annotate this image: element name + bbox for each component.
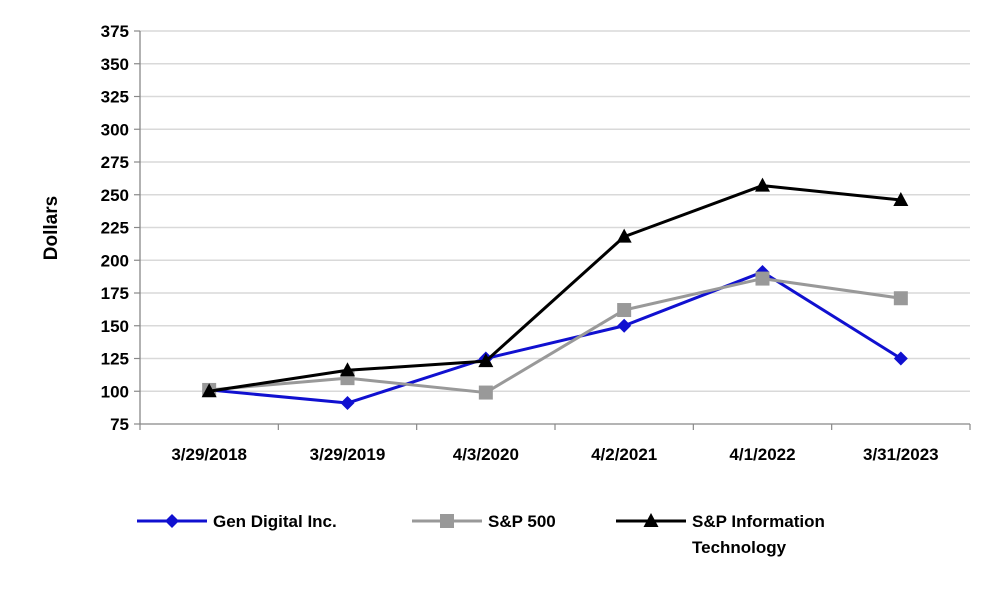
legend-marker xyxy=(440,514,454,528)
data-point xyxy=(893,191,909,206)
data-point xyxy=(617,303,632,318)
data-point xyxy=(478,385,493,400)
series-line xyxy=(209,270,902,405)
data-point xyxy=(893,291,908,306)
y-tick-label: 300 xyxy=(101,120,129,139)
legend: Gen Digital Inc. S&P 500 S&P Information Te… xyxy=(137,512,825,557)
legend-marker xyxy=(643,513,659,527)
data-point xyxy=(616,228,632,243)
y-tick-label: 175 xyxy=(101,284,129,303)
series-line xyxy=(209,277,902,395)
y-tick-label: 200 xyxy=(101,251,129,270)
y-tick-label: 250 xyxy=(101,186,129,205)
y-tick-labels: 75 100 125 150 175 200 225 250 275 300 325 350 375 xyxy=(101,22,129,434)
y-tick-label: 75 xyxy=(110,415,129,434)
data-point xyxy=(478,353,494,368)
x-tick-label: 3/31/2023 xyxy=(863,445,939,464)
data-point xyxy=(340,362,355,377)
legend-item: Gen Digital Inc. xyxy=(137,512,337,531)
y-tick-label: 350 xyxy=(101,55,129,74)
y-tick-label: 225 xyxy=(101,219,129,238)
y-tick-label: 125 xyxy=(101,350,129,369)
data-point xyxy=(340,396,355,411)
legend-label: Technology xyxy=(692,538,787,557)
axes xyxy=(134,30,971,430)
grid-lines xyxy=(140,30,970,392)
y-tick-label: 375 xyxy=(101,22,129,41)
series-3 xyxy=(201,177,909,398)
series-2 xyxy=(202,271,908,400)
legend-marker xyxy=(165,514,179,528)
legend-label: Gen Digital Inc. xyxy=(213,512,337,531)
data-point xyxy=(201,383,217,398)
series-1 xyxy=(202,265,908,411)
y-tick-label: 325 xyxy=(101,88,129,107)
data-point xyxy=(617,318,632,333)
legend-item: S&P Information Technology xyxy=(616,512,825,557)
y-tick-label: 150 xyxy=(101,317,129,336)
x-tick-label: 4/1/2022 xyxy=(729,445,795,464)
x-tick-label: 3/29/2019 xyxy=(310,445,386,464)
y-axis-label: Dollars xyxy=(41,196,62,260)
data-point xyxy=(893,351,908,366)
x-tick-label: 4/3/2020 xyxy=(453,445,519,464)
y-tick-label: 100 xyxy=(101,382,129,401)
series-lines xyxy=(201,177,909,411)
data-point xyxy=(755,177,770,192)
legend-item: S&P 500 xyxy=(412,512,556,531)
x-tick-label: 3/29/2018 xyxy=(171,445,247,464)
legend-label: S&P 500 xyxy=(488,512,556,531)
x-tick-labels: 3/29/2018 3/29/2019 4/3/2020 4/2/2021 4/1/20… xyxy=(171,445,938,464)
legend-label: S&P Information xyxy=(692,512,825,531)
series-line xyxy=(208,184,901,393)
data-point xyxy=(755,271,770,286)
x-tick-label: 4/2/2021 xyxy=(591,445,657,464)
y-tick-label: 275 xyxy=(101,153,129,172)
